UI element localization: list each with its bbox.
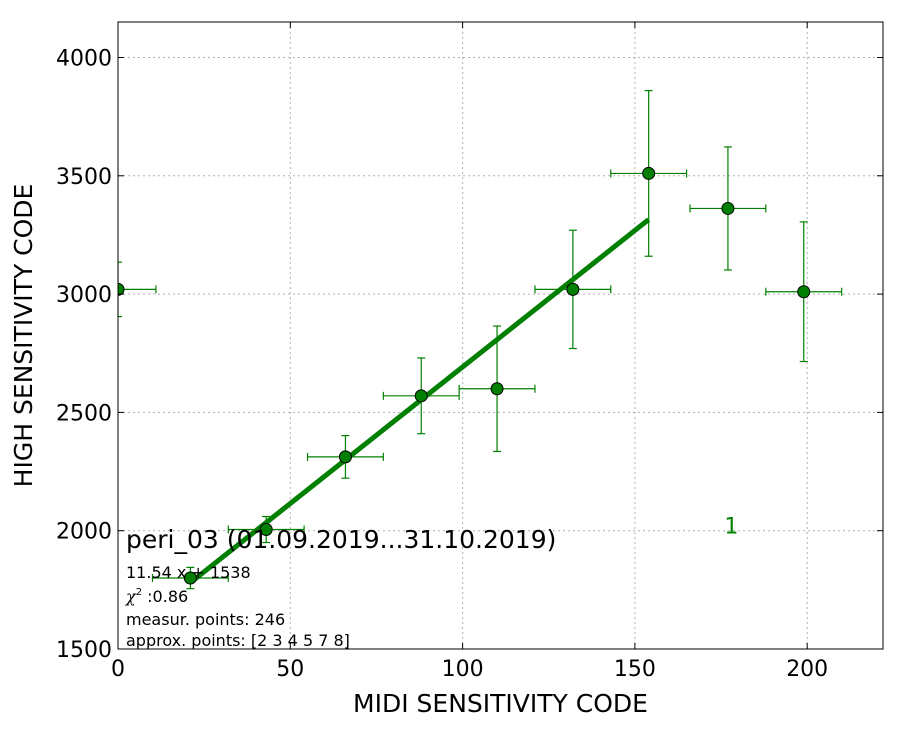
y-tick-label: 4000: [56, 46, 112, 71]
data-point: [259, 523, 273, 537]
data-point: [414, 389, 428, 403]
chi2-symbol: χ: [125, 587, 137, 606]
data-point: [642, 166, 656, 180]
plot-frame: [117, 21, 884, 650]
x-tick-label: 200: [786, 657, 828, 682]
annotations: peri_03 (01.09.2019...31.10.2019) 11.54 …: [125, 515, 738, 650]
data-point: [118, 282, 125, 296]
data-point: [566, 282, 580, 296]
data-point: [721, 201, 735, 215]
data-point: [183, 571, 197, 585]
x-axis-label: MIDI SENSITIVITY CODE: [353, 689, 648, 718]
y-tick-label: 3000: [56, 283, 112, 308]
annotation-measur-points: measur. points: 246: [126, 610, 285, 629]
annotation-title: peri_03 (01.09.2019...31.10.2019): [126, 525, 556, 554]
data-points: [118, 166, 811, 585]
annotation-chi2: χ2 :0.86: [125, 587, 188, 606]
axis-ticks: 0 50 100 150 200 1500 2000 2500 3000 3500 4000: [56, 22, 883, 682]
data-point: [797, 285, 811, 299]
annotation-approx-points: approx. points: [2 3 4 5 7 8]: [126, 631, 350, 650]
y-tick-label: 1500: [56, 638, 112, 663]
annotation-marker: 1: [724, 515, 738, 540]
data-point: [490, 382, 504, 396]
data-point: [338, 450, 352, 464]
x-tick-label: 100: [442, 657, 484, 682]
annotation-equation: 11.54 x + 1538: [126, 563, 251, 582]
y-tick-label: 3500: [56, 165, 112, 190]
x-tick-label: 150: [614, 657, 656, 682]
y-tick-label: 2000: [56, 520, 112, 545]
chi2-exponent: 2: [136, 587, 142, 598]
x-tick-label: 0: [111, 657, 125, 682]
y-tick-label: 2500: [56, 401, 112, 426]
x-tick-label: 50: [276, 657, 304, 682]
chi2-value: :0.86: [142, 587, 188, 606]
y-axis-label: HIGH SENSITIVITY CODE: [9, 184, 38, 488]
